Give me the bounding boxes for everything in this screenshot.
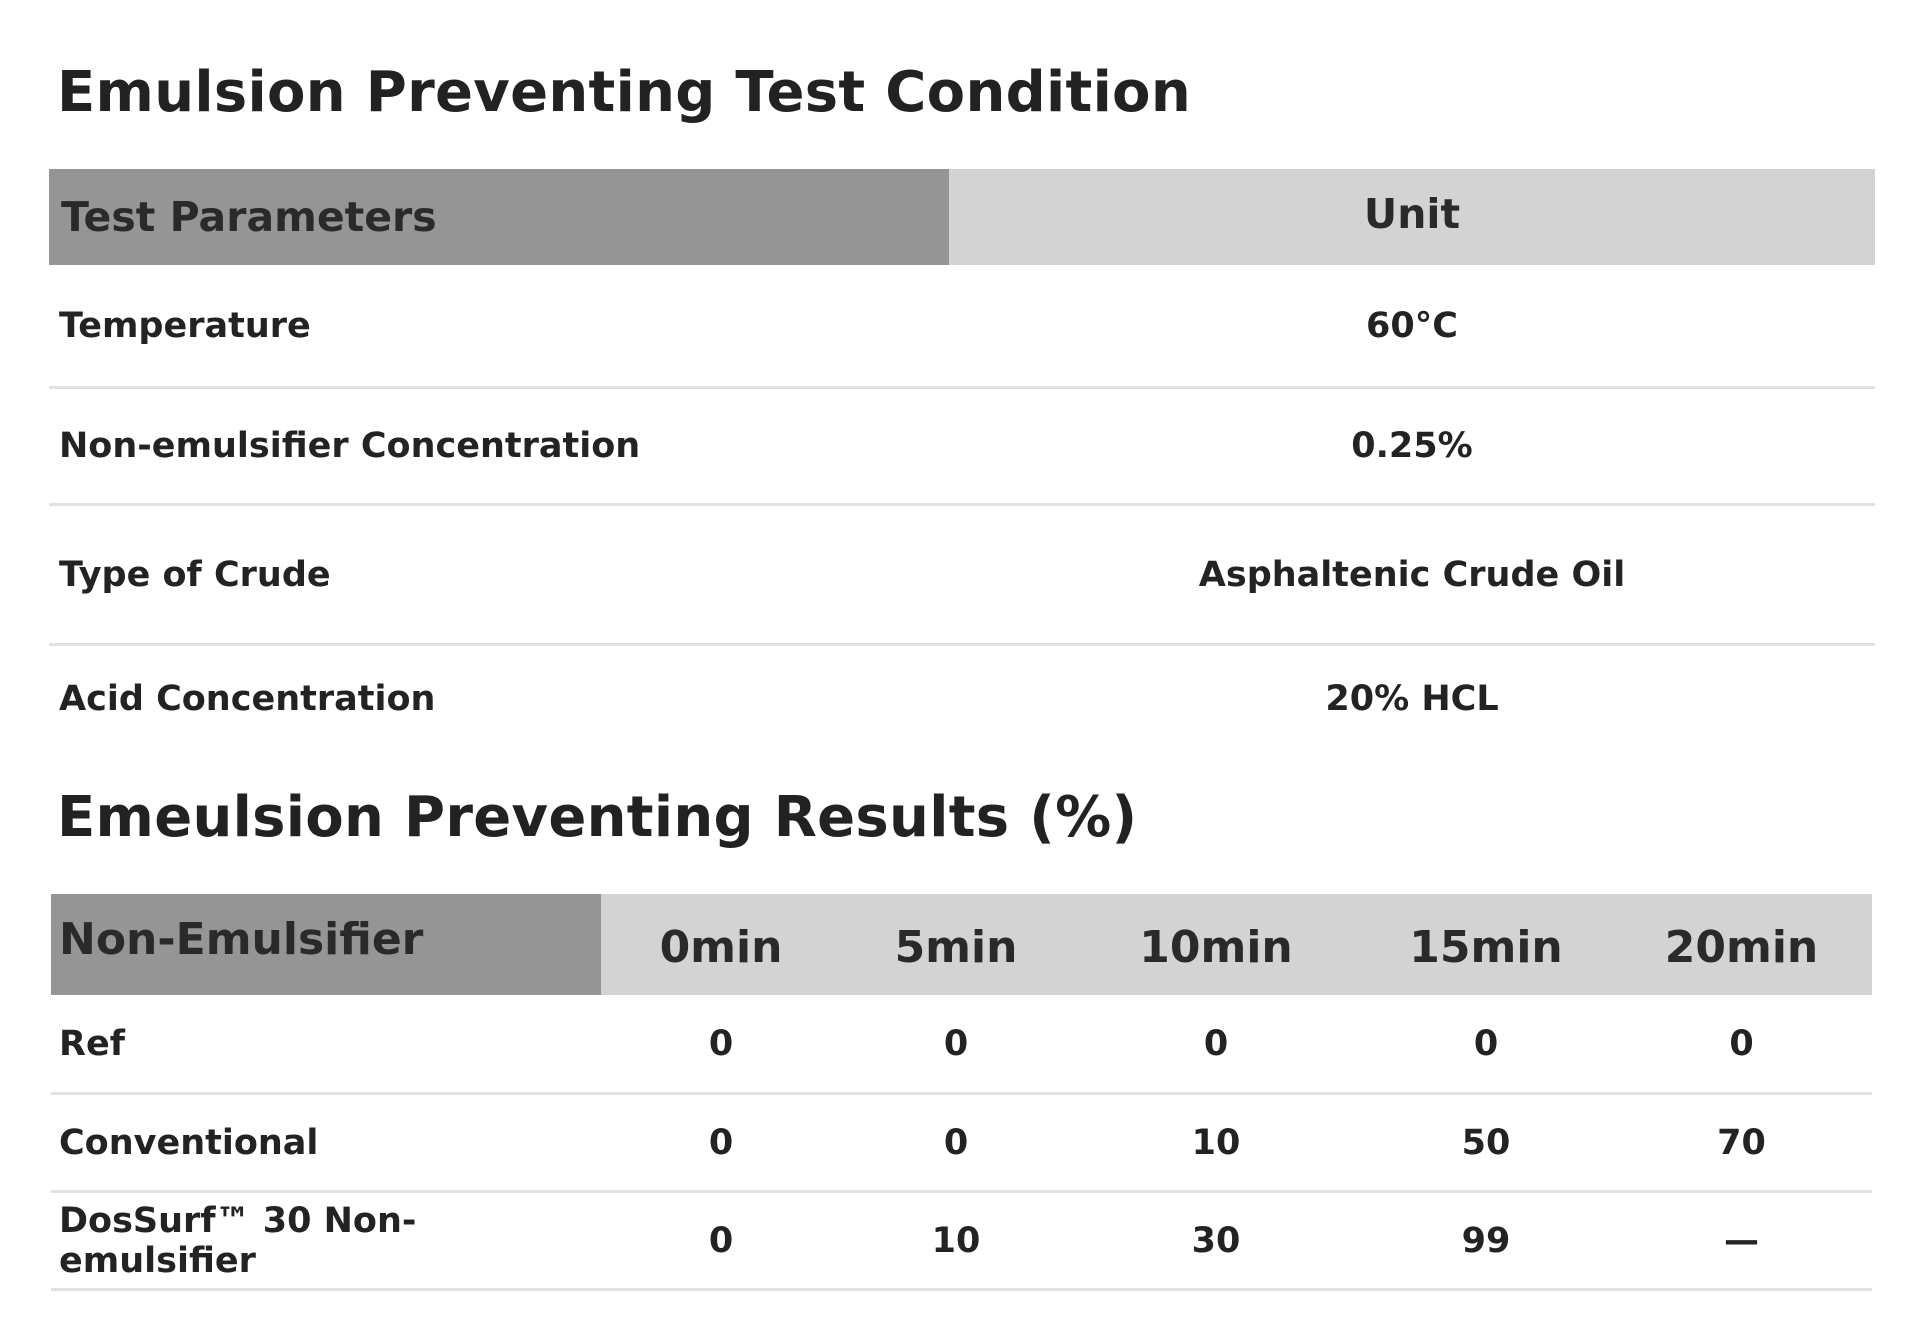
param-label: Non-emulsifier Concentration — [49, 426, 949, 466]
table-row: Non-emulsifier Concentration 0.25% — [49, 389, 1875, 506]
table-row: Temperature 60°C — [49, 265, 1875, 389]
table-row: Ref 0 0 0 0 0 — [51, 995, 1872, 1095]
cell-value: 10 — [1071, 1123, 1361, 1163]
cell-value: 70 — [1611, 1123, 1872, 1163]
cell-value: — — [1611, 1221, 1872, 1261]
cell-value: 99 — [1361, 1221, 1611, 1261]
cell-value: 0 — [1361, 1024, 1611, 1064]
results-table: Non-Emulsifier 0min 5min 10min 15min 20m… — [51, 894, 1872, 1291]
cell-value: 0 — [841, 1024, 1071, 1064]
param-value: 20% HCL — [949, 679, 1875, 719]
cell-value: 0 — [1071, 1024, 1361, 1064]
table-row: DosSurf™ 30 Non-emulsifier 0 10 30 99 — — [51, 1193, 1872, 1291]
param-value: Asphaltenic Crude Oil — [949, 555, 1875, 595]
header-test-parameters: Test Parameters — [49, 169, 949, 265]
cell-value: 0 — [601, 1024, 841, 1064]
cell-value: 0 — [601, 1123, 841, 1163]
header-15min: 15min — [1361, 894, 1611, 995]
table-row: Acid Concentration 20% HCL — [49, 646, 1875, 751]
header-unit: Unit — [949, 169, 1875, 265]
conditions-title: Emulsion Preventing Test Condition — [57, 60, 1191, 125]
cell-value: 50 — [1361, 1123, 1611, 1163]
row-name: Conventional — [51, 1123, 601, 1163]
row-name: DosSurf™ 30 Non-emulsifier — [51, 1201, 601, 1281]
header-non-emulsifier: Non-Emulsifier — [51, 894, 601, 995]
param-value: 0.25% — [949, 426, 1875, 466]
test-conditions-table: Test Parameters Unit Temperature 60°C No… — [49, 169, 1875, 751]
cell-value: 0 — [601, 1221, 841, 1261]
param-label: Temperature — [49, 306, 949, 346]
header-0min: 0min — [601, 894, 841, 995]
results-title: Emeulsion Preventing Results (%) — [57, 785, 1137, 850]
table-row: Type of Crude Asphaltenic Crude Oil — [49, 506, 1875, 646]
param-label: Type of Crude — [49, 555, 949, 595]
conditions-header-row: Test Parameters Unit — [49, 169, 1875, 265]
header-20min: 20min — [1611, 894, 1872, 995]
param-label: Acid Concentration — [49, 679, 949, 719]
results-header-row: Non-Emulsifier 0min 5min 10min 15min 20m… — [51, 894, 1872, 995]
table-row: Conventional 0 0 10 50 70 — [51, 1095, 1872, 1193]
header-5min: 5min — [841, 894, 1071, 995]
header-10min: 10min — [1071, 894, 1361, 995]
cell-value: 0 — [841, 1123, 1071, 1163]
cell-value: 30 — [1071, 1221, 1361, 1261]
row-name: Ref — [51, 1024, 601, 1064]
param-value: 60°C — [949, 306, 1875, 346]
cell-value: 0 — [1611, 1024, 1872, 1064]
cell-value: 10 — [841, 1221, 1071, 1261]
